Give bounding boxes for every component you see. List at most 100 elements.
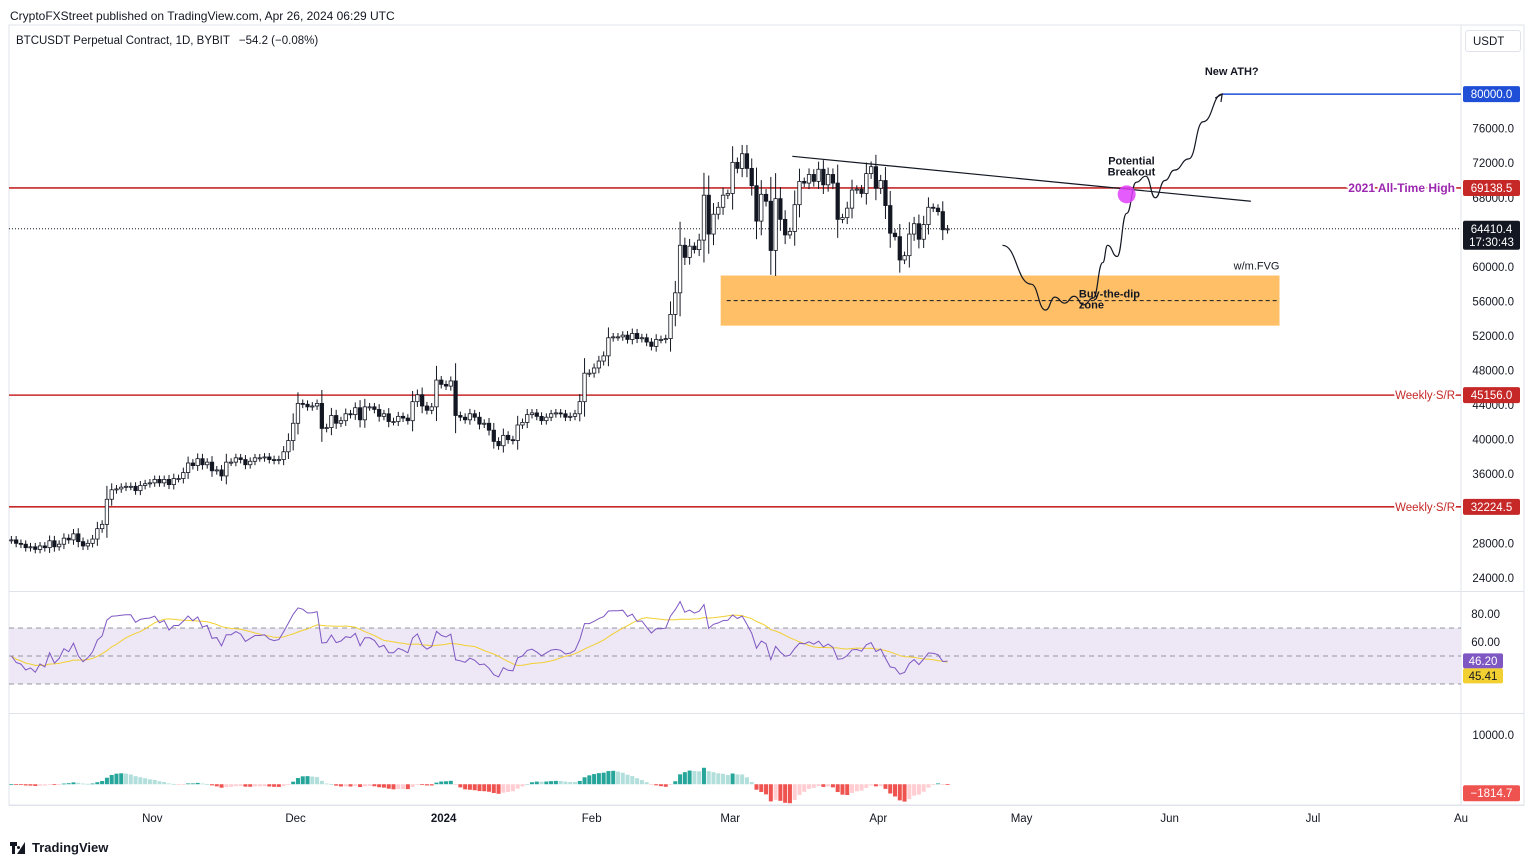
currency-button[interactable]: USDT bbox=[1465, 30, 1521, 52]
candle-body bbox=[911, 223, 917, 235]
rsi-value-text: 46.20 bbox=[1469, 656, 1498, 668]
macd-histogram-bar bbox=[190, 783, 195, 785]
candle-body bbox=[587, 372, 592, 375]
candle-body bbox=[195, 458, 200, 466]
candle bbox=[926, 197, 931, 235]
candle-body bbox=[109, 489, 114, 500]
macd-histogram-bar bbox=[830, 784, 835, 788]
candle-body bbox=[506, 434, 511, 441]
candle-body bbox=[783, 218, 788, 236]
candle bbox=[568, 412, 573, 422]
candle bbox=[80, 537, 86, 551]
candle bbox=[682, 237, 687, 265]
candle bbox=[558, 409, 563, 418]
candle bbox=[878, 174, 883, 194]
macd-histogram-bar bbox=[377, 784, 382, 788]
candle bbox=[367, 402, 372, 411]
candle bbox=[410, 390, 415, 432]
candle-body bbox=[634, 333, 640, 340]
macd-histogram-bar bbox=[663, 784, 668, 787]
macd-histogram-bar bbox=[396, 784, 401, 790]
candle-body bbox=[806, 174, 812, 184]
macd-histogram-bar bbox=[873, 784, 878, 787]
candle bbox=[357, 400, 363, 428]
macd-histogram-bar bbox=[491, 784, 496, 793]
candle-body bbox=[611, 336, 616, 339]
candle-body bbox=[821, 168, 826, 186]
macd-histogram-bar bbox=[18, 784, 23, 786]
candle bbox=[195, 453, 200, 471]
candle-body bbox=[61, 537, 67, 545]
candle-body bbox=[907, 233, 912, 257]
candle-body bbox=[391, 421, 396, 423]
time-axis-label: Au bbox=[1454, 813, 1468, 825]
candle bbox=[391, 417, 396, 426]
candle-body bbox=[759, 193, 764, 222]
candle bbox=[677, 221, 683, 317]
candle bbox=[773, 173, 778, 276]
macd-histogram-bar bbox=[859, 784, 864, 791]
macd-histogram-bar bbox=[281, 784, 286, 787]
macd-histogram-bar bbox=[754, 784, 759, 790]
tradingview-footer[interactable]: TradingView bbox=[10, 840, 108, 855]
fvg-label: w/m.FVG bbox=[1233, 261, 1280, 273]
candle bbox=[334, 409, 339, 429]
candle bbox=[152, 475, 157, 487]
candle bbox=[123, 482, 129, 492]
macd-histogram-bar bbox=[76, 782, 81, 785]
candle-body bbox=[916, 223, 922, 240]
candle bbox=[482, 419, 487, 429]
candle bbox=[587, 369, 592, 378]
candle bbox=[634, 328, 640, 344]
macd-histogram-bar bbox=[496, 784, 501, 794]
macd-histogram-bar bbox=[305, 776, 310, 785]
price-tick-label: 48000.0 bbox=[1472, 366, 1514, 378]
candle bbox=[162, 475, 167, 487]
candle bbox=[429, 402, 434, 415]
projection-path bbox=[1002, 93, 1223, 311]
macd-histogram-bar bbox=[162, 782, 167, 785]
macd-histogram-bar bbox=[295, 778, 300, 785]
candle bbox=[138, 480, 143, 496]
macd-histogram-bar bbox=[787, 784, 792, 804]
candle-body bbox=[797, 180, 802, 206]
macd-histogram-bar bbox=[104, 777, 109, 785]
candle bbox=[443, 380, 449, 391]
macd-histogram-bar bbox=[620, 772, 625, 785]
macd-histogram-bar bbox=[33, 784, 38, 786]
macd-histogram-bar bbox=[472, 784, 477, 791]
candle bbox=[381, 409, 387, 421]
candle bbox=[396, 411, 401, 427]
candle bbox=[816, 161, 821, 189]
candle-body bbox=[95, 528, 100, 540]
macd-histogram-bar bbox=[778, 784, 783, 801]
candle bbox=[386, 408, 391, 428]
candle bbox=[735, 157, 740, 174]
sr-level-label: 2021 All-Time High bbox=[1348, 181, 1455, 195]
candle bbox=[830, 168, 836, 190]
candle bbox=[133, 482, 138, 495]
macd-histogram-bar bbox=[14, 784, 19, 786]
macd-histogram-bar bbox=[721, 773, 726, 785]
symbol-title: BTCUSDT Perpetual Contract, 1D, BYBIT −5… bbox=[16, 35, 318, 47]
candle-body bbox=[143, 483, 148, 486]
candle-body bbox=[100, 523, 105, 530]
candle bbox=[439, 375, 444, 389]
macd-histogram-bar bbox=[515, 784, 520, 789]
rsi-tick-label: 60.00 bbox=[1471, 637, 1500, 649]
candle bbox=[911, 216, 917, 241]
candle-body bbox=[625, 334, 630, 340]
candle bbox=[238, 453, 243, 464]
candle bbox=[711, 203, 716, 246]
macd-value-box bbox=[1463, 785, 1520, 802]
macd-histogram-bar bbox=[71, 782, 76, 785]
macd-histogram-bar bbox=[219, 784, 224, 788]
candle-body bbox=[190, 462, 196, 466]
candle-body bbox=[869, 166, 874, 174]
price-label-text: 32224.5 bbox=[1471, 502, 1513, 514]
candle-body bbox=[276, 459, 281, 461]
candle-body bbox=[477, 416, 482, 425]
candle-body bbox=[443, 383, 449, 387]
candle-body bbox=[888, 205, 893, 234]
